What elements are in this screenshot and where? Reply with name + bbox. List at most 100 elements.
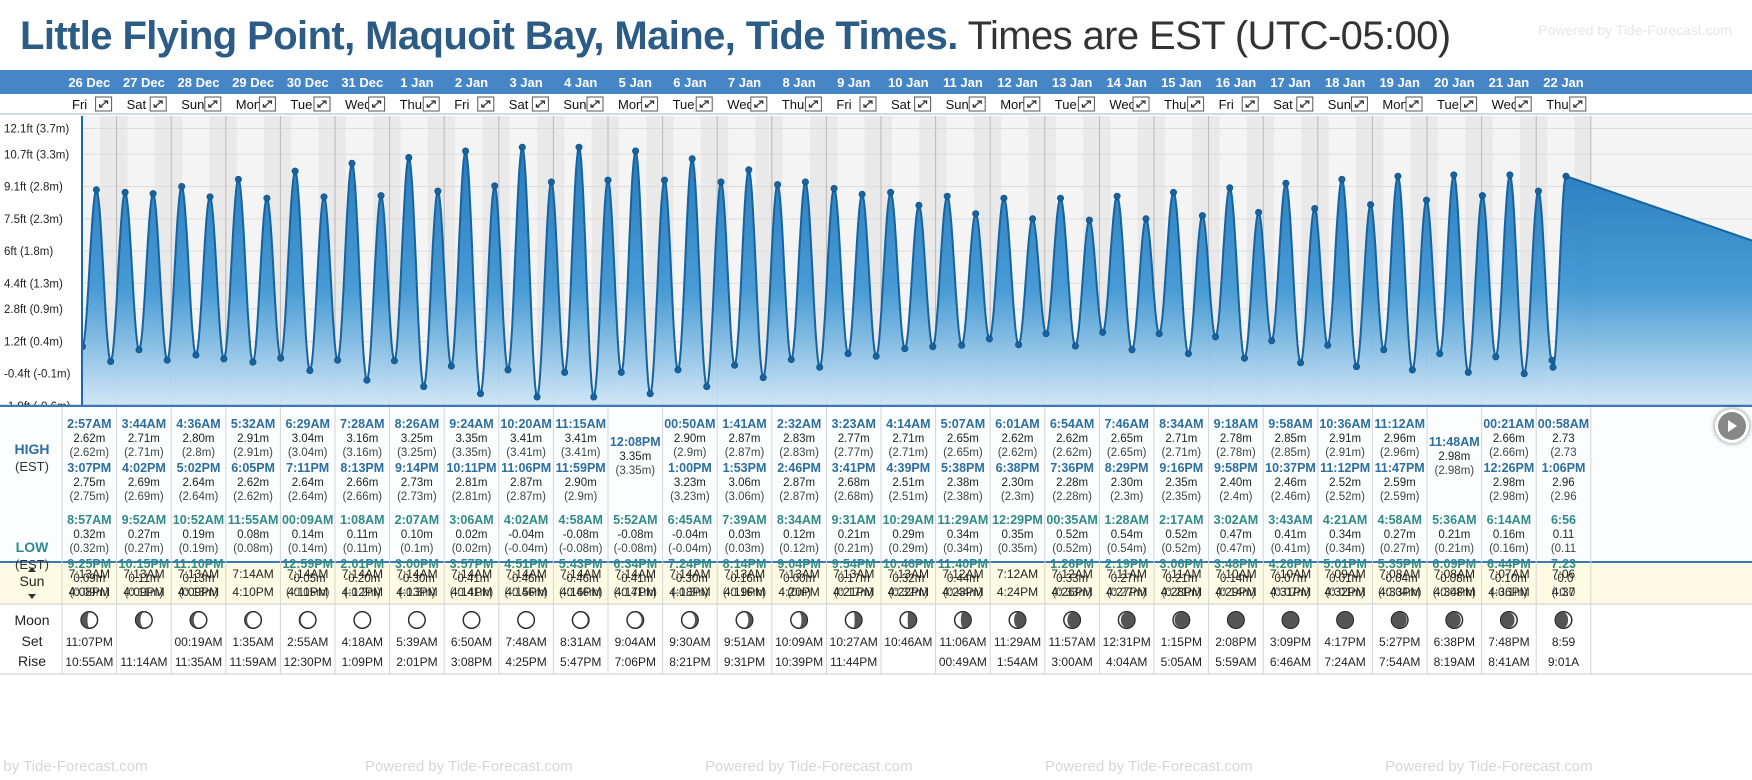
high-tide-height: 2.71m — [128, 433, 160, 445]
high-tide-point — [1562, 172, 1570, 180]
low-tide-point — [533, 393, 541, 401]
low-tide-height-alt: (0.27m) — [1380, 543, 1420, 555]
sunset-time: 4:18PM — [669, 585, 710, 599]
high-tide-height-alt: (3.23m) — [670, 491, 710, 503]
high-tide-height: 2.40m — [1220, 477, 1252, 489]
date-header-label: 15 Jan — [1161, 75, 1202, 90]
low-tide-height-alt: (-0.2m) — [344, 587, 381, 599]
low-tide-time: 11:10PM — [173, 557, 223, 571]
low-tide-height: 0.35m — [1002, 529, 1034, 541]
high-tide-height: 2.96 — [1552, 477, 1574, 489]
high-tide-height-alt: (3.16m) — [342, 447, 382, 459]
high-tide-height: 2.64m — [183, 477, 215, 489]
high-tide-height: 2.73 — [1552, 433, 1574, 445]
low-tide-height: 0.08m — [237, 529, 269, 541]
moonrise-time: 3:00AM — [1051, 655, 1092, 669]
high-tide-height: 2.62m — [73, 433, 105, 445]
low-tide-point — [447, 362, 455, 370]
high-tide-height: 2.35m — [1165, 477, 1197, 489]
low-tide-point — [334, 356, 342, 364]
low-tide-point — [1353, 363, 1361, 371]
high-tide-point — [1311, 205, 1319, 213]
low-tide-height: -0.46m — [508, 573, 544, 585]
low-tide-height: 0.17m — [838, 573, 870, 585]
high-tide-time: 00:50AM — [664, 417, 715, 431]
expand-arrow-icon — [1464, 100, 1474, 108]
low-tide-height-alt: (-0.04m) — [668, 543, 712, 555]
low-tide-point — [363, 376, 371, 384]
low-tide-point — [1380, 346, 1388, 354]
high-tide-point — [462, 147, 470, 155]
moonset-row-label: Set — [21, 633, 42, 649]
moonrise-time: 11:14AM — [120, 655, 167, 669]
high-tide-height-alt: (2.75m) — [69, 491, 109, 503]
moon-lit-part — [1064, 612, 1073, 628]
high-tide-height: 3.41m — [510, 433, 542, 445]
sunset-time: 4:09PM — [123, 585, 164, 599]
sunset-time: 4:23PM — [942, 585, 983, 599]
high-tide-time: 00:58AM — [1538, 417, 1589, 431]
weekday-label: Mon — [1382, 97, 1407, 112]
expand-arrow-icon — [208, 100, 218, 108]
high-tide-height-alt: (2.65m) — [943, 447, 983, 459]
high-tide-point — [1534, 187, 1542, 195]
scroll-right-button[interactable] — [1718, 412, 1746, 440]
sunrise-time: 7:06 — [1552, 567, 1576, 581]
low-tide-height-alt: (-0.04m) — [504, 543, 548, 555]
expand-arrow-icon — [1027, 100, 1037, 108]
high-tide-point — [745, 166, 753, 174]
low-tide-height: 0.11m — [347, 529, 378, 541]
high-tide-height: 2.77m — [838, 433, 870, 445]
weekday-label: Fri — [72, 97, 87, 112]
moon-lit-part — [955, 612, 963, 628]
low-tide-time: 12:59PM — [282, 557, 333, 571]
moon-phase-icon — [1445, 611, 1464, 629]
sunset-time: 4:13PM — [396, 585, 437, 599]
high-tide-point — [518, 143, 526, 151]
weekday-label: Tue — [1055, 97, 1077, 112]
low-tide-height: 0.02m — [456, 529, 488, 541]
moonrise-time: 7:24AM — [1324, 655, 1365, 669]
low-tide-height: -0.46m — [563, 573, 599, 585]
weekday-label: Wed — [1109, 97, 1136, 112]
low-tide-point — [1268, 337, 1276, 345]
moonrise-time: 12:30PM — [284, 655, 332, 669]
low-tide-point — [1324, 341, 1332, 349]
high-tide-time: 3:41PM — [832, 461, 876, 475]
date-header-label: 30 Dec — [287, 75, 329, 90]
low-tide-time: 8:57AM — [67, 513, 111, 527]
high-tide-time: 6:29AM — [285, 417, 329, 431]
low-tide-time: 9:54PM — [832, 557, 876, 571]
date-header-label: 9 Jan — [837, 75, 870, 90]
low-tide-height-alt: (0.47m) — [1216, 543, 1256, 555]
high-tide-height-alt: (2.46m) — [1271, 491, 1311, 503]
night-band — [444, 116, 456, 406]
expand-arrow-icon — [1518, 100, 1528, 108]
high-tide-time: 5:02PM — [177, 461, 221, 475]
low-tide-time: 11:55AM — [228, 513, 279, 527]
date-header-label: 12 Jan — [997, 75, 1038, 90]
weekday-label: Sat — [1273, 97, 1293, 112]
high-tide-height: 2.62m — [237, 477, 269, 489]
high-tide-height-alt: (2.9m) — [673, 447, 706, 459]
high-tide-height: 3.06m — [729, 477, 761, 489]
high-tide-height-alt: (2.64m) — [179, 491, 219, 503]
high-tide-point — [263, 194, 271, 202]
y-tick-label: 4.4ft (1.3m) — [4, 278, 63, 290]
high-tide-height: 2.80m — [183, 433, 215, 445]
high-tide-height-alt: (2.91m) — [1325, 447, 1365, 459]
moon-lit-part — [518, 612, 534, 628]
sunrise-time: 7:14AM — [342, 567, 383, 581]
high-tide-time: 12:26PM — [1484, 461, 1535, 475]
moonset-time: 4:17PM — [1324, 635, 1365, 649]
high-tide-height-alt: (3.41m) — [561, 447, 601, 459]
sun-row-label: Sun — [20, 573, 45, 589]
sunrise-time: 7:08AM — [1434, 567, 1475, 581]
date-header-label: 26 Dec — [68, 75, 110, 90]
high-tide-point — [178, 183, 186, 191]
low-tide-time: 6:14AM — [1487, 513, 1531, 527]
low-tide-point — [306, 366, 314, 374]
high-tide-height-alt: (3.35m) — [452, 447, 492, 459]
high-tide-height-alt: (2.65m) — [1107, 447, 1147, 459]
sunrise-time: 7:13AM — [178, 567, 219, 581]
